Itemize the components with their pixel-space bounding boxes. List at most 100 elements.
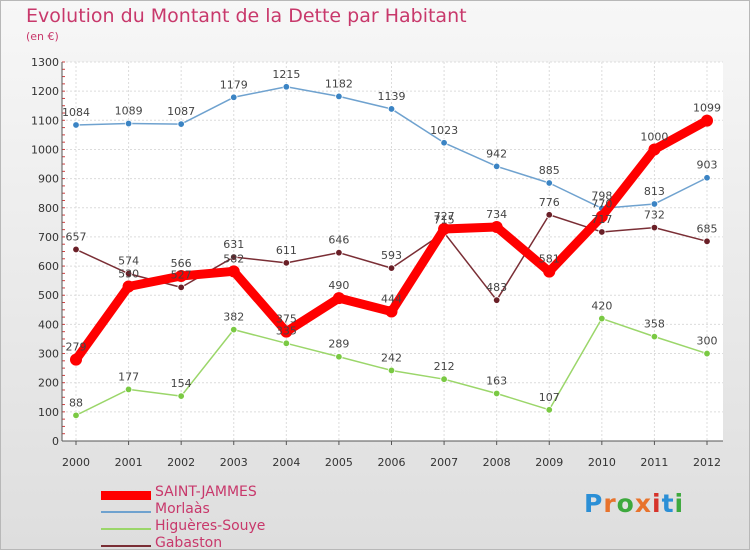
- y-tick-label: 1000: [31, 143, 59, 156]
- x-tick-label: 2010: [588, 456, 616, 469]
- data-point-gabaston: [124, 269, 133, 278]
- data-label-morlaas: 1023: [430, 124, 458, 137]
- x-tick-label: 2007: [430, 456, 458, 469]
- data-point-gabaston: [230, 253, 238, 261]
- data-point-gabaston: [282, 259, 291, 267]
- y-tick-label: 1200: [31, 85, 59, 98]
- data-point-gabaston: [703, 237, 711, 245]
- data-point-saint-jammes: [543, 265, 556, 278]
- data-label-saint-jammes: 1000: [640, 130, 668, 143]
- legend-label: Morlaàs: [155, 501, 210, 517]
- legend-label: Higuères-Souye: [155, 518, 266, 534]
- data-point-morlaas: [440, 139, 448, 147]
- data-label-saint-jammes: 1099: [693, 102, 721, 115]
- legend-swatch: [101, 545, 151, 547]
- y-tick-label: 200: [38, 377, 59, 390]
- data-label-higueres-souye: 335: [276, 324, 297, 337]
- data-point-gabaston: [598, 228, 606, 236]
- y-tick-label: 300: [38, 348, 59, 361]
- data-label-saint-jammes: 727: [434, 210, 455, 223]
- data-point-saint-jammes: [385, 305, 398, 318]
- data-label-morlaas: 903: [697, 159, 718, 172]
- data-point-gabaston: [492, 296, 501, 304]
- data-point-saint-jammes: [490, 221, 503, 234]
- data-point-higueres-souye: [650, 332, 659, 341]
- data-label-gabaston: 646: [328, 234, 349, 247]
- data-point-gabaston: [177, 283, 185, 292]
- data-label-higueres-souye: 242: [381, 351, 402, 364]
- data-label-higueres-souye: 163: [486, 374, 507, 387]
- data-label-saint-jammes: 375: [276, 313, 297, 326]
- data-label-gabaston: 593: [381, 249, 402, 262]
- data-point-morlaas: [335, 92, 343, 101]
- data-point-saint-jammes: [122, 280, 135, 293]
- data-point-gabaston: [335, 248, 343, 257]
- data-label-saint-jammes: 734: [486, 208, 507, 221]
- data-label-morlaas: 798: [591, 189, 612, 202]
- chart-subtitle: (en €): [26, 30, 59, 43]
- data-point-morlaas: [230, 93, 238, 101]
- data-label-saint-jammes: 581: [539, 253, 560, 266]
- data-point-higueres-souye: [124, 385, 133, 394]
- legend-swatch: [101, 528, 151, 530]
- data-label-morlaas: 942: [486, 147, 507, 160]
- data-label-higueres-souye: 420: [591, 300, 612, 313]
- x-tick-label: 2001: [115, 456, 143, 469]
- data-label-morlaas: 1139: [378, 90, 406, 103]
- data-label-gabaston: 776: [539, 196, 560, 209]
- x-tick-label: 2012: [693, 456, 721, 469]
- data-point-saint-jammes: [438, 223, 451, 236]
- data-point-saint-jammes: [70, 353, 82, 366]
- data-point-gabaston: [650, 223, 659, 232]
- data-point-morlaas: [492, 162, 501, 171]
- data-point-higueres-souye: [177, 392, 185, 400]
- data-point-higueres-souye: [598, 314, 606, 323]
- data-label-saint-jammes: 530: [118, 267, 139, 280]
- data-point-gabaston: [387, 264, 396, 272]
- data-label-morlaas: 885: [539, 164, 560, 177]
- data-label-higueres-souye: 300: [697, 335, 718, 348]
- y-tick-label: 900: [38, 173, 59, 186]
- legend-label: Gabaston: [155, 535, 223, 551]
- data-label-saint-jammes: 490: [328, 279, 349, 292]
- data-label-gabaston: 611: [276, 244, 297, 257]
- data-point-morlaas: [545, 179, 553, 187]
- proxiti-logo: Proxiti: [584, 489, 685, 518]
- data-label-gabaston: 732: [644, 209, 665, 222]
- data-label-gabaston: 685: [697, 222, 718, 235]
- data-label-gabaston: 715: [434, 214, 455, 227]
- legend-label: SAINT-JAMMES: [155, 484, 257, 500]
- data-label-higueres-souye: 212: [434, 360, 455, 373]
- x-tick-label: 2003: [220, 456, 248, 469]
- data-point-saint-jammes: [175, 269, 188, 282]
- data-point-higueres-souye: [72, 411, 80, 420]
- x-tick-label: 2011: [640, 456, 668, 469]
- data-point-gabaston: [72, 245, 80, 254]
- data-point-saint-jammes: [701, 114, 713, 127]
- data-label-morlaas: 1179: [220, 78, 248, 91]
- y-tick-label: 600: [38, 260, 59, 273]
- data-label-morlaas: 1084: [62, 106, 90, 119]
- legend-swatch: [101, 511, 151, 513]
- data-point-higueres-souye: [282, 339, 291, 348]
- y-tick-label: 700: [38, 231, 59, 244]
- y-tick-label: 800: [38, 202, 59, 215]
- data-label-gabaston: 574: [118, 255, 139, 268]
- data-label-gabaston: 527: [171, 268, 192, 281]
- data-point-higueres-souye: [545, 406, 553, 414]
- y-tick-label: 500: [38, 289, 59, 302]
- data-label-gabaston: 657: [66, 230, 87, 243]
- data-label-morlaas: 813: [644, 185, 665, 198]
- x-tick-label: 2006: [378, 456, 406, 469]
- data-point-morlaas: [387, 105, 396, 113]
- y-tick-label: 0: [52, 435, 59, 448]
- data-label-saint-jammes: 582: [223, 252, 244, 265]
- data-label-gabaston: 483: [486, 281, 507, 294]
- data-label-saint-jammes: 444: [381, 293, 402, 306]
- data-point-morlaas: [282, 83, 291, 91]
- x-tick-label: 2002: [167, 456, 195, 469]
- data-label-higueres-souye: 177: [118, 370, 139, 383]
- x-tick-label: 2009: [535, 456, 563, 469]
- data-point-morlaas: [650, 200, 659, 208]
